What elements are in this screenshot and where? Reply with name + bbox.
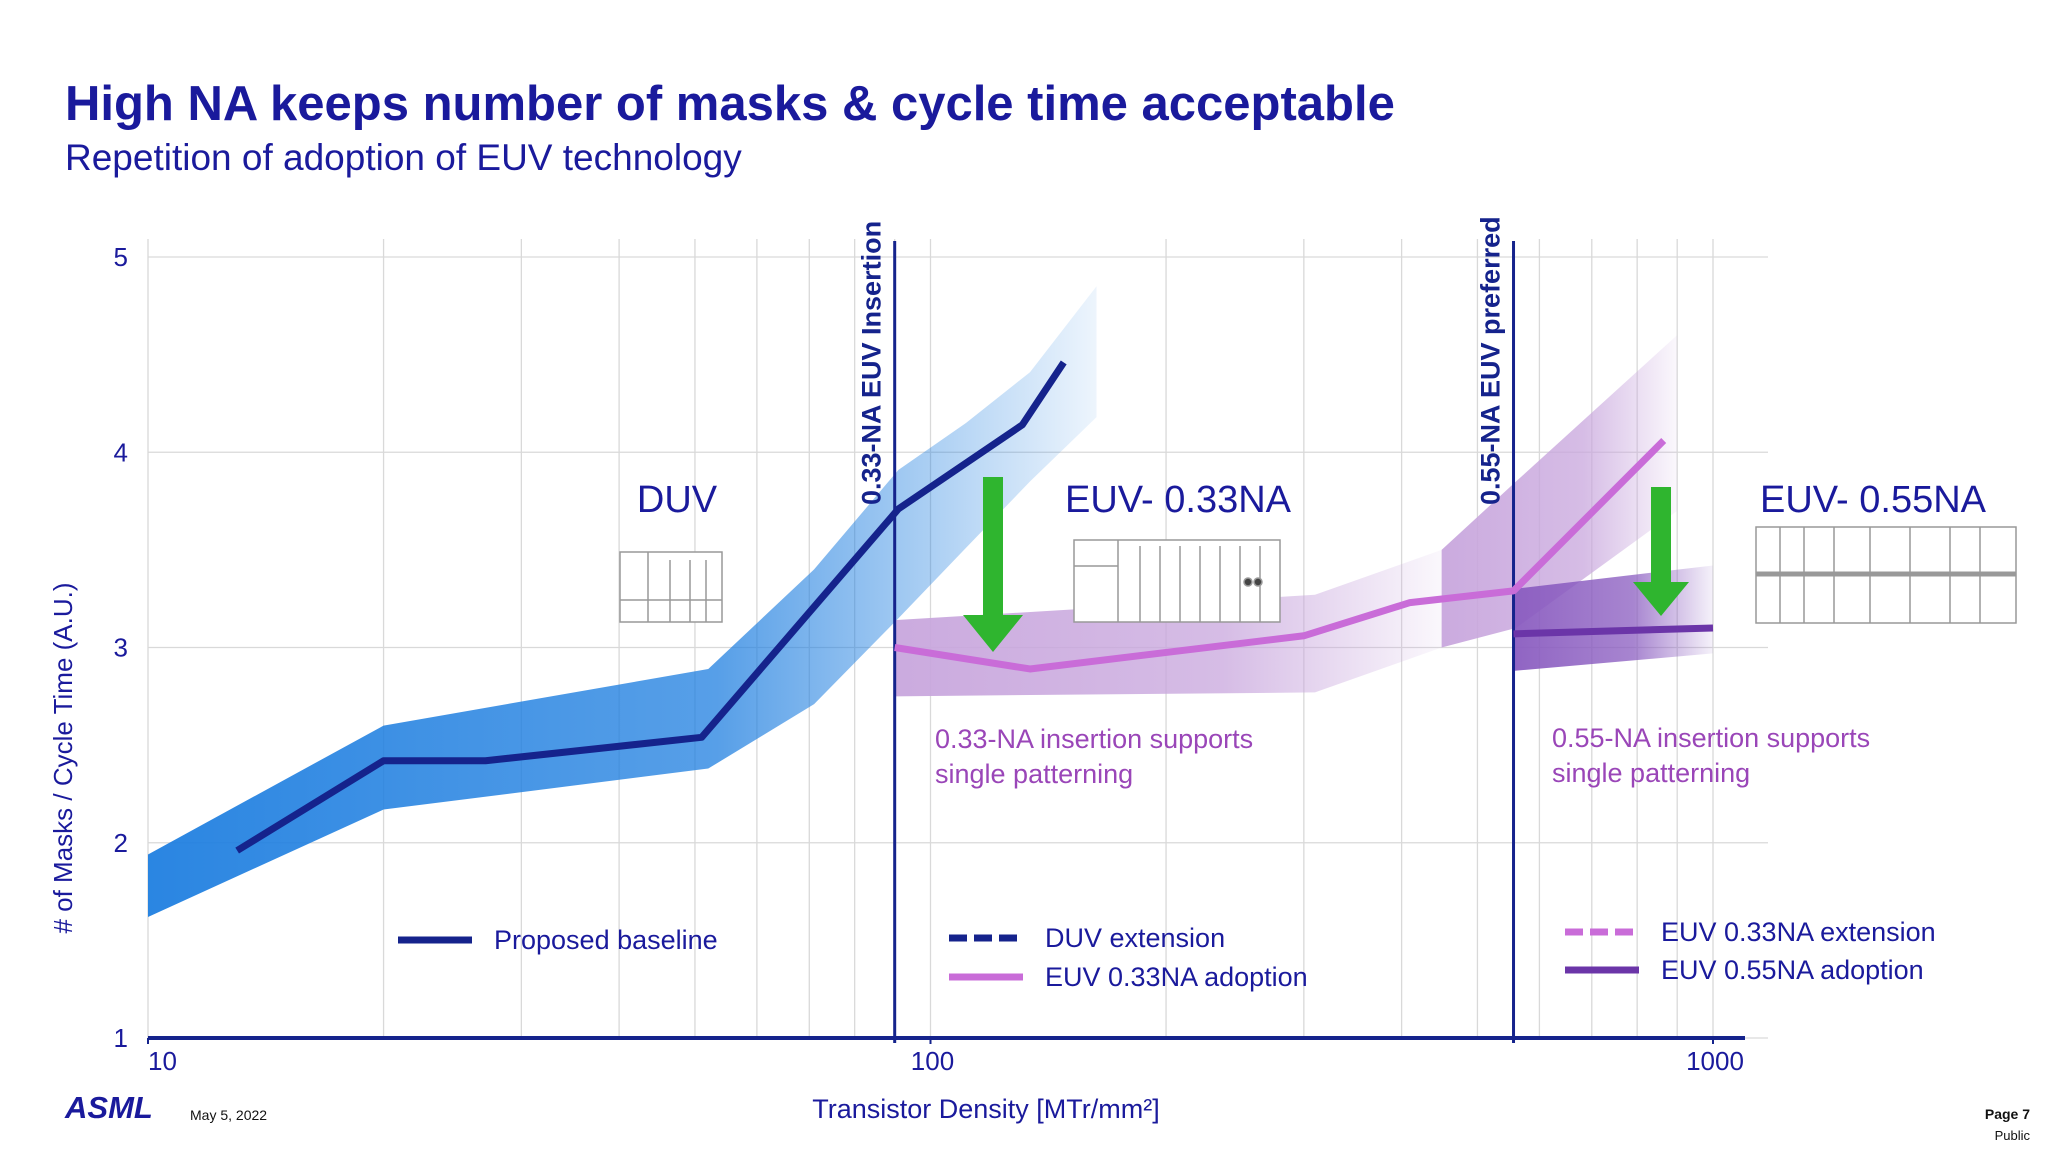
- band: [894, 549, 1442, 697]
- down-arrow: [1633, 487, 1689, 616]
- title: High NA keeps number of masks & cycle ti…: [65, 77, 1395, 131]
- region-label: EUV- 0.33NA: [1065, 479, 1292, 521]
- band: [1441, 335, 1678, 648]
- x-tick-label: 10: [148, 1046, 177, 1076]
- x-axis-label: Transistor Density [MTr/mm²]: [812, 1094, 1160, 1124]
- machine-icon: [619, 551, 723, 623]
- y-tick-label: 3: [114, 633, 128, 663]
- date: May 5, 2022: [190, 1107, 267, 1123]
- note: single patterning: [1552, 758, 1750, 788]
- note: single patterning: [935, 759, 1133, 789]
- plot-area: 1 2 3 4 5 10 100 1000 0.33-NA EUV Insertion 0.55-…: [114, 216, 1987, 1076]
- region-label: EUV- 0.55NA: [1760, 479, 1987, 521]
- legend-label: EUV 0.33NA extension: [1661, 917, 1936, 947]
- legend-label: EUV 0.33NA adoption: [1045, 962, 1308, 992]
- x-tick-label: 1000: [1686, 1046, 1744, 1076]
- subtitle: Repetition of adoption of EUV technology: [65, 137, 742, 178]
- down-arrow: [963, 477, 1023, 652]
- note: 0.33-NA insertion supports: [935, 724, 1253, 754]
- legend-label: DUV extension: [1045, 923, 1225, 953]
- x-tick-label: 100: [911, 1046, 954, 1076]
- marker-label: 0.33-NA EUV Insertion: [857, 221, 887, 505]
- y-tick-label: 2: [114, 828, 128, 858]
- machine-icon: [1755, 526, 2017, 624]
- marker-label: 0.55-NA EUV preferred: [1476, 216, 1506, 505]
- y-tick-label: 4: [114, 437, 128, 467]
- classification: Public: [1995, 1128, 2031, 1143]
- page-number: Page 7: [1985, 1106, 2030, 1122]
- series-line: [894, 438, 1667, 673]
- legend-label: Proposed baseline: [494, 925, 718, 955]
- y-tick-label: 1: [114, 1023, 128, 1053]
- series-line: [1513, 624, 1714, 638]
- logo: ASML: [64, 1090, 153, 1125]
- y-axis-label: # of Masks / Cycle Time (A.U.): [48, 582, 78, 933]
- y-tick-label: 5: [114, 242, 128, 272]
- legend-label: EUV 0.55NA adoption: [1661, 955, 1924, 985]
- region-label: DUV: [637, 479, 718, 521]
- series-line: [235, 360, 1067, 854]
- machine-icon: [1073, 539, 1281, 623]
- note: 0.55-NA insertion supports: [1552, 723, 1870, 753]
